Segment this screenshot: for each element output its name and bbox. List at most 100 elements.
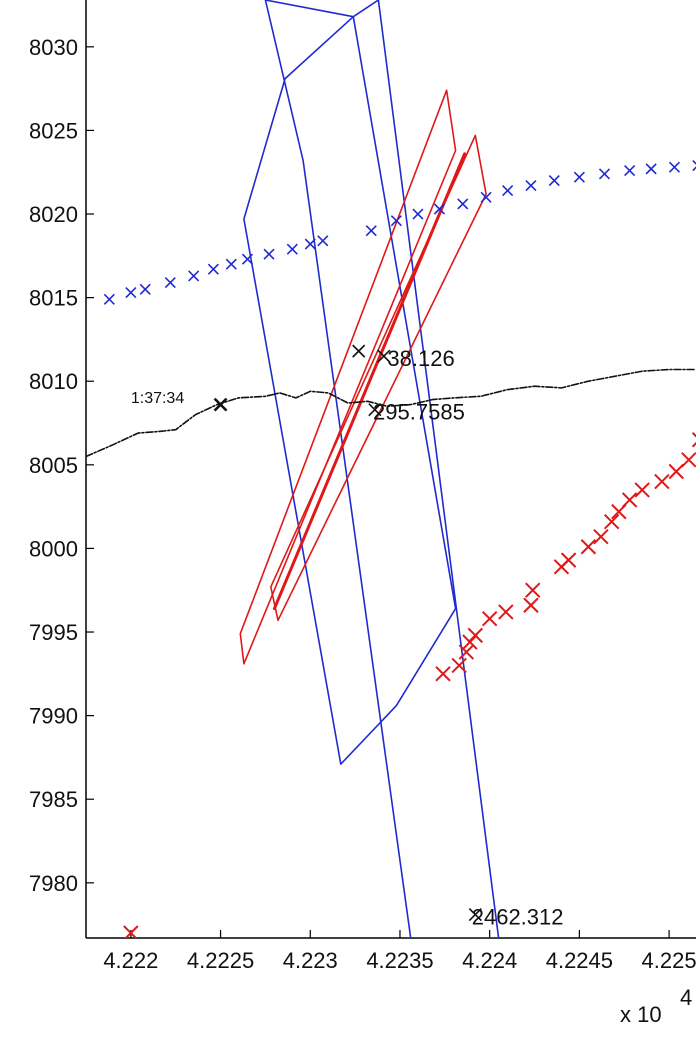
- marker-stroke: [621, 492, 638, 508]
- chart-labels: 7980 7985 7990 7995 8000 8005 8010 8015 8020 8025…: [29, 35, 696, 1027]
- data-point-black: [368, 403, 382, 417]
- marker-stroke: [467, 627, 484, 644]
- x-tick-label: 4.222: [103, 948, 158, 973]
- data-point-blue: [125, 287, 137, 299]
- marker-stroke: [681, 452, 696, 468]
- marker-stroke: [624, 164, 636, 177]
- data-point-red: [691, 432, 696, 448]
- marker-stroke: [645, 163, 657, 175]
- swath-polygon-blue: [264, 0, 500, 938]
- marker-stroke: [692, 166, 696, 172]
- y-tick-label: 7980: [29, 871, 78, 896]
- data-point-black: [352, 344, 366, 358]
- data-point-blue: [412, 208, 424, 220]
- data-point-blue: [457, 198, 469, 210]
- data-annotation: 2462.312: [472, 904, 564, 929]
- data-point-red: [580, 539, 597, 555]
- data-point-blue: [624, 164, 636, 177]
- marker-stroke: [498, 604, 514, 620]
- marker-stroke: [241, 253, 254, 265]
- data-point-blue: [365, 225, 377, 237]
- chart-axes: [85, 0, 696, 939]
- marker-stroke: [433, 203, 446, 215]
- data-point-red: [525, 582, 541, 598]
- data-annotation: 38.126: [387, 346, 454, 371]
- marker-stroke: [164, 277, 176, 289]
- data-point-red: [668, 463, 684, 480]
- data-point-blue: [304, 238, 316, 250]
- data-point-blue: [573, 171, 585, 183]
- marker-stroke: [502, 185, 514, 197]
- data-point-blue: [241, 253, 254, 265]
- marker-stroke: [573, 171, 585, 183]
- data-point-blue: [207, 263, 219, 275]
- data-point-red: [603, 513, 620, 530]
- marker-stroke: [668, 463, 684, 480]
- data-point-red: [498, 604, 514, 620]
- marker-stroke: [523, 597, 539, 613]
- series-line-red: [272, 152, 467, 611]
- marker-stroke: [263, 248, 275, 260]
- marker-stroke: [365, 225, 377, 237]
- data-point-blue: [225, 258, 237, 270]
- data-point-red: [523, 597, 539, 613]
- y-tick-label: 8020: [29, 202, 78, 227]
- marker-stroke: [304, 238, 316, 250]
- marker-stroke: [352, 344, 366, 358]
- data-point-blue: [164, 277, 176, 289]
- plot-area: [86, 0, 696, 938]
- data-annotation: 1:37:34: [131, 390, 184, 407]
- marker-stroke: [468, 908, 482, 922]
- data-point-blue: [286, 243, 298, 255]
- marker-stroke: [634, 482, 650, 498]
- marker-stroke: [457, 198, 469, 210]
- y-tick-label: 8030: [29, 35, 78, 60]
- marker-stroke: [451, 657, 467, 674]
- x-tick-label: 4.223: [283, 948, 338, 973]
- x-tick-label: 4.224: [462, 948, 517, 973]
- x-tick-label: 4.2225: [187, 948, 254, 973]
- data-annotation: 295.7585: [373, 399, 465, 424]
- data-point-red: [560, 552, 577, 568]
- data-point-black: [468, 908, 482, 922]
- data-point-blue: [598, 168, 611, 180]
- data-point-blue: [390, 215, 402, 227]
- data-point-black: [377, 349, 391, 363]
- y-tick-label: 7985: [29, 787, 78, 812]
- data-point-red: [593, 529, 609, 545]
- data-point-red: [634, 482, 650, 498]
- data-point-red: [481, 610, 498, 627]
- data-point-red: [435, 666, 451, 682]
- data-point-red: [621, 492, 638, 508]
- swath-polygon-blue: [243, 15, 457, 765]
- data-point-red: [458, 644, 475, 660]
- data-point-blue: [692, 159, 696, 172]
- data-point-red: [654, 473, 670, 490]
- marker-stroke: [603, 513, 620, 530]
- marker-stroke: [458, 644, 475, 660]
- marker-stroke: [481, 610, 498, 627]
- marker-stroke: [692, 159, 696, 165]
- marker-stroke: [139, 283, 151, 295]
- marker-stroke: [390, 215, 402, 227]
- data-point-black: [213, 397, 228, 412]
- marker-stroke: [668, 161, 681, 173]
- data-point-blue: [317, 235, 329, 247]
- y-tick-label: 7995: [29, 620, 78, 645]
- marker-stroke: [124, 925, 139, 938]
- marker-stroke: [560, 552, 577, 568]
- y-tick-label: 8015: [29, 286, 78, 311]
- data-point-red: [451, 657, 467, 674]
- data-point-red: [123, 925, 139, 938]
- data-point-blue: [645, 163, 657, 175]
- data-point-blue: [139, 283, 151, 295]
- x-tick-label: 4.225: [642, 948, 696, 973]
- data-point-blue: [188, 270, 200, 282]
- data-point-red: [681, 452, 696, 468]
- x-exponent-power: 4: [680, 985, 692, 1010]
- data-point-blue: [480, 191, 492, 203]
- y-tick-label: 8000: [29, 536, 78, 561]
- marker-stroke: [525, 180, 537, 192]
- marker-stroke: [188, 270, 200, 282]
